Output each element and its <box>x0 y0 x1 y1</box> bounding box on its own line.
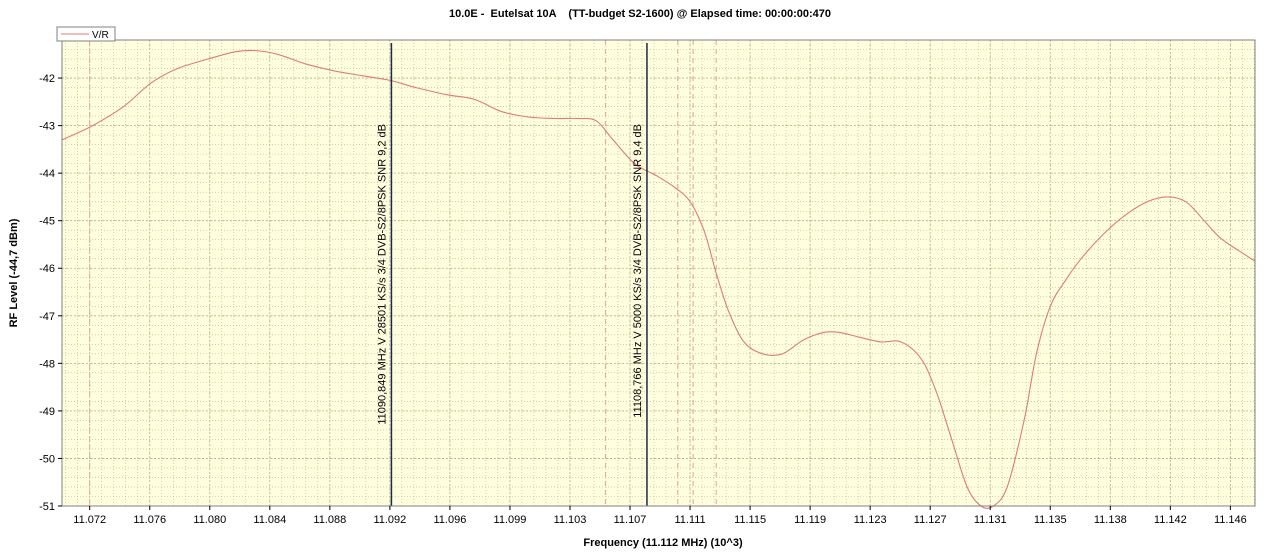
x-tick-label: 11.135 <box>1034 514 1067 526</box>
x-tick-label: 11.138 <box>1094 514 1127 526</box>
x-tick-label: 11.076 <box>133 514 166 526</box>
x-tick-label: 11.127 <box>914 514 947 526</box>
legend-label: V/R <box>92 30 109 41</box>
y-tick-label: -46 <box>39 263 55 275</box>
y-tick-label: -51 <box>39 501 55 513</box>
y-tick-label: -43 <box>39 121 55 133</box>
x-tick-label: 11.072 <box>73 514 106 526</box>
x-tick-label: 11.119 <box>794 514 826 526</box>
legend[interactable]: V/R <box>56 26 116 42</box>
x-tick-label: 11.096 <box>434 514 467 526</box>
y-axis-ticks: -42 -43 -44 -45 -46 -47 -48 -49 -50 -51 <box>39 73 62 513</box>
x-tick-label: 11.146 <box>1214 514 1247 526</box>
y-tick-label: -49 <box>39 406 55 418</box>
x-tick-label: 11.080 <box>193 514 226 526</box>
x-axis-ticks: 11.072 11.076 11.080 11.084 11.088 11.092 11.0… <box>73 506 1247 526</box>
x-tick-label: 11.107 <box>614 514 647 526</box>
x-tick-label: 11.088 <box>313 514 346 526</box>
y-tick-label: -50 <box>39 453 55 465</box>
plot-area[interactable] <box>62 40 1255 506</box>
x-tick-label: 11.115 <box>734 514 766 526</box>
chart-title: 10.0E - Eutelsat 10A (TT-budget S2-1600)… <box>448 8 831 20</box>
x-tick-label: 11.099 <box>494 514 527 526</box>
x-tick-label: 11.084 <box>253 514 286 526</box>
y-axis-label: RF Level (-44,7 dBm) <box>8 218 20 327</box>
y-tick-label: -47 <box>39 311 55 323</box>
marker-lines <box>390 43 648 506</box>
x-tick-label: 11.092 <box>373 514 406 526</box>
y-tick-label: -42 <box>39 73 55 85</box>
x-tick-label: 11.131 <box>974 514 1007 526</box>
x-tick-label: 11.103 <box>554 514 587 526</box>
y-tick-label: -45 <box>39 216 55 228</box>
series-layer <box>61 49 1256 509</box>
annotations: 11090,849 MHz V 28501 KS/s 3/4 DVB-S2/8P… <box>376 124 644 425</box>
carrier-annotation: 11108,766 MHz V 5000 KS/s 3/4 DVB-S2/8PS… <box>632 124 644 418</box>
x-axis-label: Frequency (11.112 MHz) (10^3) <box>583 537 743 549</box>
carrier-annotation: 11090,849 MHz V 28501 KS/s 3/4 DVB-S2/8P… <box>376 124 388 425</box>
y-tick-label: -48 <box>39 358 55 370</box>
y-tick-label: -44 <box>39 168 55 180</box>
x-tick-label: 11.111 <box>674 514 705 526</box>
series-line-vr[interactable] <box>61 49 1256 509</box>
x-tick-label: 11.123 <box>854 514 887 526</box>
plot-border <box>61 39 1256 507</box>
x-tick-label: 11.142 <box>1154 514 1187 526</box>
dashed-lines <box>89 40 717 506</box>
